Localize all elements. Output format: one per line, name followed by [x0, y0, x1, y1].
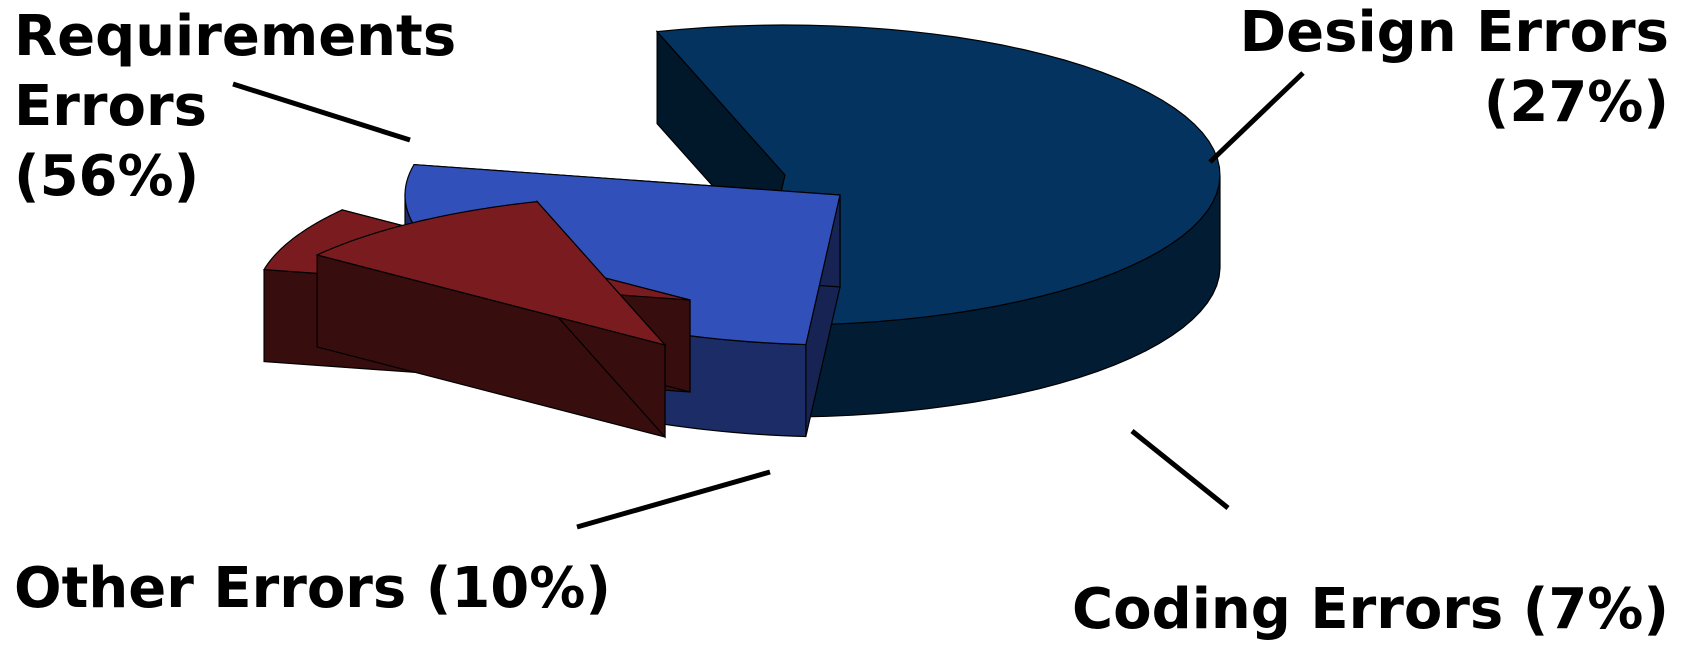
label-requirements-errors: Requirements Errors (56%): [14, 2, 456, 212]
label-line: Other Errors (10%): [14, 556, 611, 621]
leader-lines: [232, 71, 1305, 530]
leader-line-requirements-errors: [232, 81, 411, 143]
label-line: Coding Errors (7%): [1072, 577, 1669, 642]
label-line: (27%): [1483, 70, 1669, 135]
label-line: Errors: [14, 74, 207, 139]
label-coding-errors: Coding Errors (7%): [1072, 575, 1669, 645]
leader-line-other-errors: [576, 469, 771, 530]
label-line: Design Errors: [1239, 0, 1669, 65]
label-line: Requirements: [14, 4, 457, 69]
leader-line-design-errors: [1208, 71, 1305, 164]
label-other-errors: Other Errors (10%): [14, 554, 611, 624]
pie-slices: [263, 24, 1221, 439]
label-line: (56%): [14, 144, 200, 209]
label-design-errors: Design Errors (27%): [1240, 0, 1669, 138]
pie-slice-other-errors: [315, 200, 667, 439]
leader-line-coding-errors: [1130, 429, 1230, 510]
